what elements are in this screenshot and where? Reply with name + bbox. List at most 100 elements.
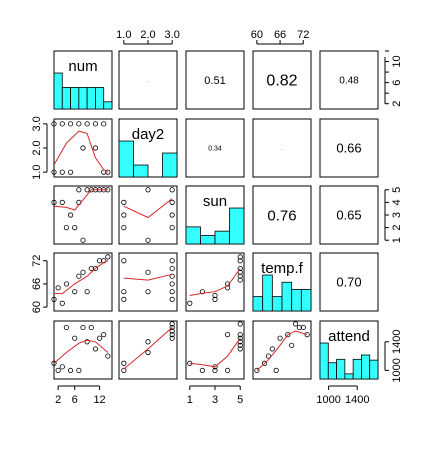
histogram-bar-sun-1 [200,235,216,245]
smooth-line-r4-c2 [189,337,241,368]
scatter-point-r3-c2-7 [237,258,243,264]
smooth-line-r2-c0 [53,189,108,211]
scatter-point-r2-c0-6 [80,237,86,243]
panel-frame-r1-c3 [252,118,312,178]
scatter-point-r4-c2-4 [225,332,231,338]
scatter-point-r3-c0-9 [92,265,99,272]
scatter-point-r3-c1-1 [121,289,127,295]
correlation-label-r1-c4: 0.66 [336,141,361,156]
correlation-label-r0-c4: 0.48 [339,76,359,87]
scatter-point-r4-c0-9 [88,324,94,331]
axis-tick-label-sun-bottom-0: 1 [187,394,193,406]
scatter-point-r1-c0-2 [67,169,74,175]
panel-frame-r2-c0 [53,185,113,245]
panel-frame-r0-c3 [252,50,312,110]
scatter-point-r3-c0-4 [72,289,78,295]
scatter-point-r4-c1-8 [169,335,175,341]
histogram-bar-temp-f-0 [252,296,264,312]
axis-tick-label-temp-top-1: 66 [274,29,286,41]
scatter-point-r1-c0-0 [51,169,57,175]
scatter-point-r4-c2-5 [225,367,231,374]
correlation-label-r2-c4: 0.65 [336,208,361,223]
scatter-point-r2-c0-13 [76,187,82,193]
scatter-point-r4-c3-10 [300,324,306,331]
axis-tick-label-sun-right-3: 4 [391,199,403,205]
scatter-point-r4-c3-3 [269,346,275,352]
scatter-point-r3-c0-8 [88,265,94,272]
histogram-bar-attend-6 [369,359,379,380]
scatter-point-r4-c1-2 [145,339,151,345]
scatter-point-r3-c1-9 [169,289,175,295]
panel-frame-r1-c2 [185,118,245,178]
smooth-line-r3-c0 [54,260,109,295]
scatter-point-r3-c0-10 [96,258,103,264]
panel-frame-r2-c1 [118,185,178,245]
histogram-bar-attend-4 [352,358,362,380]
scatter-point-r1-c0-4 [59,121,65,127]
axis-tick-label-num-bottom-1: 6 [72,394,78,406]
scatter-point-r4-c0-8 [84,339,90,345]
panel-frame-r0-c1 [118,50,178,110]
panel-frame-r3-c2 [185,252,245,312]
axis-tick-label-num-right-0: 2 [391,101,403,107]
panel-frame-r0-c4 [319,50,379,110]
variable-label-day2: day2 [132,126,165,143]
panel-frame-r1-c0 [53,118,113,178]
axis-tick-label-sun-right-2: 3 [391,212,403,218]
scatter-point-r1-c0-9 [101,121,107,127]
axis-tick-label-sun-bottom-2: 5 [237,394,243,406]
scatter-point-r4-c0-0 [51,360,57,366]
histogram-bar-attend-2 [336,358,346,380]
scatter-point-r3-c1-10 [169,296,175,302]
scatter-point-r2-c1-6 [169,199,175,205]
scatter-point-r2-c1-3 [145,187,151,193]
axis-tick-label-day2-top-2: 3.0 [165,29,180,41]
scatter-point-r4-c0-4 [67,367,74,374]
scatter-point-r2-c0-2 [67,212,74,218]
axis-tick-label-temp-top-2: 72 [297,29,309,41]
scatter-point-r3-c2-3 [212,292,218,299]
histogram-bar-attend-3 [344,373,354,380]
scatter-point-r3-c2-6 [237,265,243,272]
axis-tick-label-attend-right-1: 1400 [391,330,403,354]
axis-tick-label-day2-top-1: 2.0 [140,29,155,41]
scatter-point-r1-c0-6 [76,121,82,127]
histogram-bar-sun-2 [214,230,230,245]
scatter-point-r1-c0-8 [92,121,99,127]
scatter-point-r4-c3-6 [285,332,291,338]
scatter-point-r1-c0-10 [80,145,86,151]
scatter-point-r3-c2-0 [187,300,193,306]
histogram-bar-num-1 [61,87,71,110]
scatter-point-r1-c0-13 [105,169,111,175]
correlation-label-r1-c3: .. [281,145,283,150]
scatter-point-r2-c1-1 [121,212,127,218]
scatter-point-r2-c0-0 [51,199,57,205]
correlation-label-r0-c1: .. [147,77,149,82]
scatter-point-r4-c1-1 [121,360,127,366]
scatter-point-r3-c1-5 [169,258,175,264]
panel-frame-r4-c2 [185,320,245,380]
scatter-point-r3-c1-0 [121,258,127,264]
scatter-point-r4-c1-6 [169,328,175,334]
histogram-bar-num-4 [86,87,96,110]
axis-tick-label-num-bottom-0: 2 [55,394,61,406]
scatter-point-r4-c2-9 [237,332,243,338]
panel-frame-r4-c1 [118,320,178,380]
axis-tick-label-day2-top-0: 1.0 [116,29,131,41]
scatter-point-r2-c0-12 [84,187,90,193]
scatter-point-r4-c3-8 [292,321,299,327]
histogram-bar-sun-0 [185,226,201,245]
scatter-point-r3-c0-1 [51,296,57,302]
scatter-point-r2-c1-5 [169,187,175,193]
histogram-bar-num-5 [95,87,105,110]
scatter-point-r3-c2-1 [199,289,205,295]
axis-tick-label-temp-left-1: 66 [31,278,43,290]
scatter-point-r3-c1-3 [145,269,151,275]
scatter-point-r4-c0-6 [76,367,82,374]
histogram-bar-temp-f-3 [281,281,293,312]
scatter-point-r3-c0-2 [59,300,65,306]
axis-tick-label-num-right-1: 6 [391,80,403,86]
scatter-point-r4-c0-3 [63,324,70,331]
scatter-point-r4-c2-2 [212,367,218,374]
scatter-point-r1-c0-5 [67,121,74,127]
